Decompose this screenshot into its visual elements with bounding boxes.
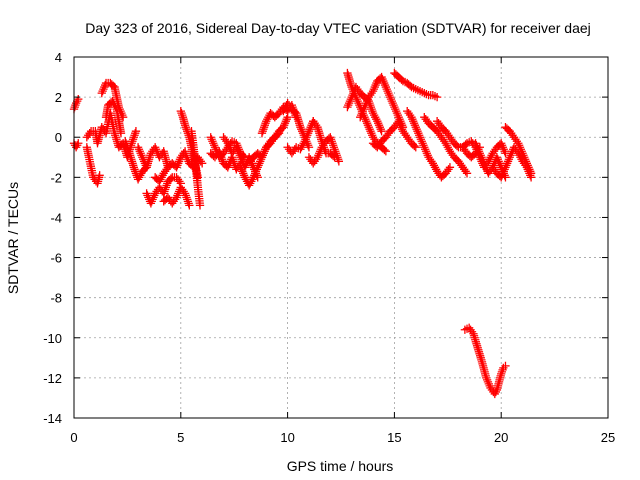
data-point bbox=[304, 143, 314, 152]
series-s01 bbox=[69, 139, 83, 152]
series-s09 bbox=[142, 173, 185, 208]
data-point-interp bbox=[380, 145, 389, 155]
series-s28 bbox=[368, 117, 420, 152]
data-point bbox=[334, 157, 344, 166]
series-s30 bbox=[403, 107, 455, 182]
data-point bbox=[274, 129, 284, 138]
data-point bbox=[195, 201, 205, 210]
series-s06 bbox=[101, 96, 126, 138]
data-point bbox=[198, 159, 207, 168]
data-point-interp bbox=[329, 151, 338, 161]
data-point bbox=[74, 139, 83, 148]
data-point bbox=[116, 129, 126, 138]
data-point bbox=[330, 153, 339, 162]
series-s27 bbox=[356, 72, 408, 132]
series-s07 bbox=[121, 137, 151, 184]
series-s21 bbox=[279, 98, 314, 152]
data-point-interp bbox=[273, 130, 282, 139]
y-axis-label: SDTVAR / TECUs bbox=[5, 182, 21, 294]
y-tick-label: -6 bbox=[50, 251, 62, 266]
series-s29 bbox=[390, 68, 442, 102]
series-s36 bbox=[501, 123, 536, 178]
x-tick-label: 20 bbox=[494, 430, 508, 445]
data-point-interp bbox=[452, 141, 462, 151]
x-tick-label: 0 bbox=[70, 430, 77, 445]
series-s05 bbox=[97, 78, 128, 122]
series-s04 bbox=[82, 143, 104, 188]
series-s37 bbox=[460, 323, 510, 399]
series-s24 bbox=[309, 117, 339, 162]
data-point-interp bbox=[166, 174, 175, 183]
y-tick-label: 0 bbox=[55, 130, 62, 145]
data-point bbox=[377, 127, 386, 136]
series-s02 bbox=[69, 94, 83, 114]
y-tick-label: -10 bbox=[43, 331, 62, 346]
grid bbox=[73, 56, 609, 419]
chart-title: Day 323 of 2016, Sidereal Day-to-day VTE… bbox=[85, 20, 591, 36]
plot-frame bbox=[73, 56, 609, 419]
y-tick-label: -12 bbox=[43, 371, 62, 386]
y-tick-label: -4 bbox=[50, 210, 62, 225]
data-point bbox=[95, 171, 104, 180]
series-s19 bbox=[245, 129, 284, 166]
y-tick-label: -14 bbox=[43, 411, 62, 426]
data-point bbox=[411, 143, 420, 152]
data-point bbox=[185, 201, 194, 210]
y-tick-label: 4 bbox=[55, 50, 62, 65]
tick-labels: 0 5 10 15 20 25 -14 -12 -10 -8 -6 -4 -2 0 2 4 bbox=[43, 50, 615, 445]
data-point bbox=[381, 147, 391, 156]
data-point bbox=[432, 92, 442, 102]
y-tick-label: -8 bbox=[50, 291, 62, 306]
data-point bbox=[501, 361, 510, 371]
x-tick-label: 5 bbox=[177, 430, 184, 445]
series-s08 bbox=[133, 143, 173, 172]
ticks bbox=[73, 56, 609, 419]
data-marks bbox=[69, 68, 536, 399]
x-axis-label: GPS time / hours bbox=[287, 458, 394, 474]
data-point bbox=[445, 163, 455, 172]
series-s11 bbox=[159, 183, 194, 210]
series-s14 bbox=[180, 149, 207, 172]
x-tick-label: 25 bbox=[601, 430, 615, 445]
data-point-interp bbox=[410, 141, 419, 151]
data-point bbox=[526, 169, 536, 178]
x-tick-label: 15 bbox=[387, 430, 401, 445]
series-s31 bbox=[420, 113, 472, 178]
y-tick-label: -2 bbox=[50, 170, 62, 185]
data-point bbox=[131, 127, 141, 136]
y-tick-label: 2 bbox=[55, 90, 62, 105]
x-tick-label: 10 bbox=[280, 430, 294, 445]
data-point bbox=[462, 169, 472, 178]
